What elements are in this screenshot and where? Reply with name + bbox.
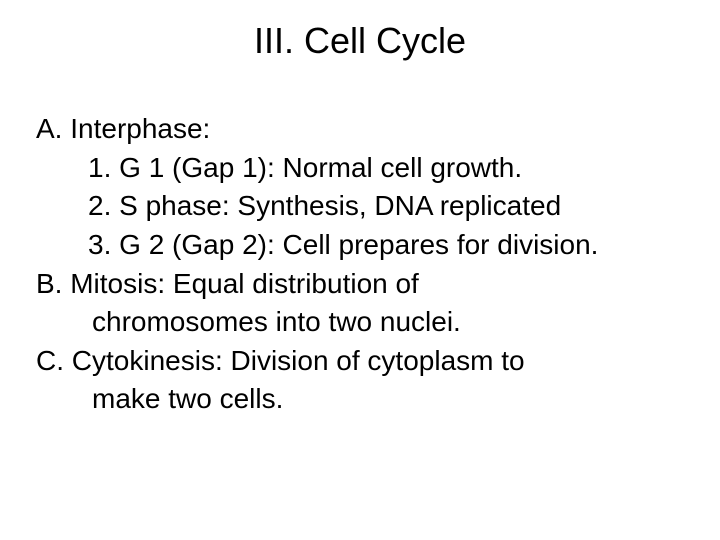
slide-body: A. Interphase: 1. G 1 (Gap 1): Normal ce…: [0, 110, 720, 419]
outline-item-b-line1: B. Mitosis: Equal distribution of: [36, 265, 690, 304]
outline-item-c-line1: C. Cytokinesis: Division of cytoplasm to: [36, 342, 690, 381]
outline-item-a: A. Interphase:: [36, 110, 690, 149]
slide-title: III. Cell Cycle: [0, 20, 720, 62]
outline-item-a3: 3. G 2 (Gap 2): Cell prepares for divisi…: [36, 226, 690, 265]
outline-item-a2: 2. S phase: Synthesis, DNA replicated: [36, 187, 690, 226]
outline-item-a1: 1. G 1 (Gap 1): Normal cell growth.: [36, 149, 690, 188]
outline-item-b-line2: chromosomes into two nuclei.: [36, 303, 690, 342]
outline-item-c-line2: make two cells.: [36, 380, 690, 419]
